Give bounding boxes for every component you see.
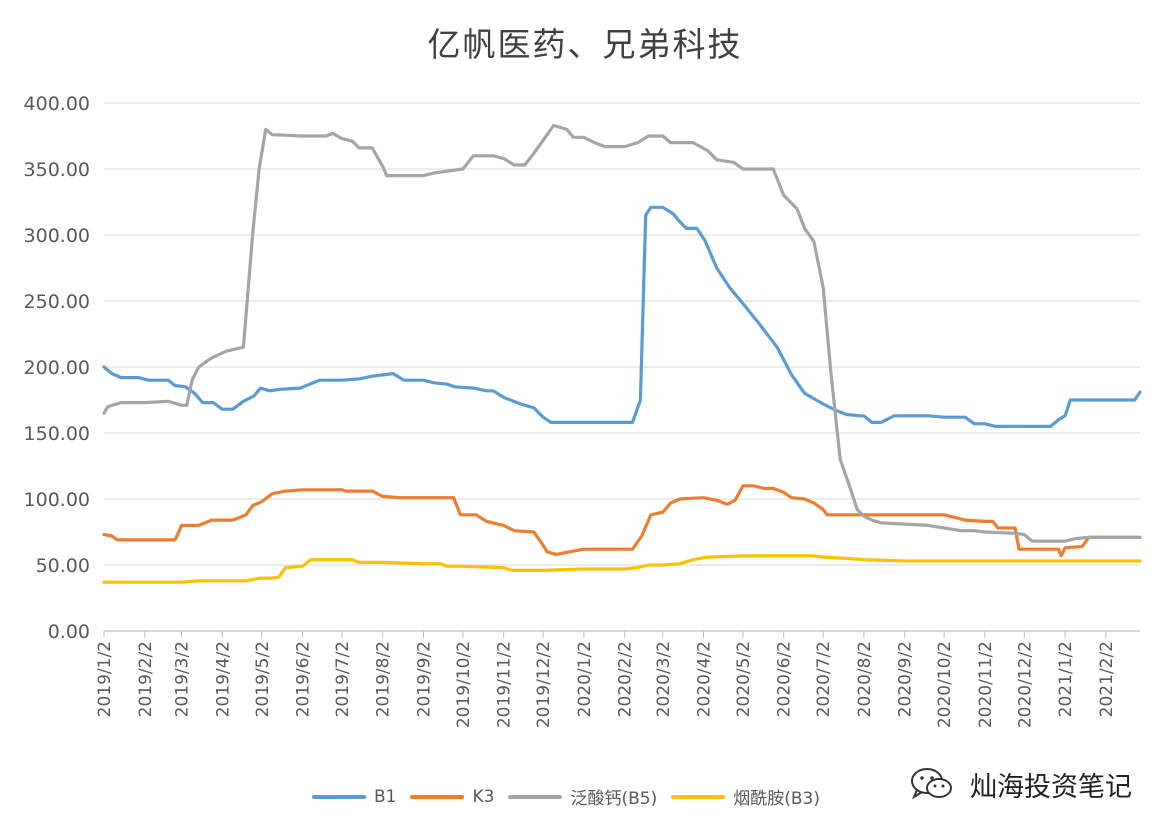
x-tick-label: 2019/11/2 (495, 641, 515, 728)
x-tick-label: 2019/6/2 (294, 641, 314, 717)
x-tick-label: 2019/10/2 (454, 641, 474, 728)
legend-item-b5: 泛酸钙(B5) (508, 784, 657, 809)
x-tick-label: 2021/1/2 (1056, 641, 1076, 717)
series-line-K3 (102, 484, 1142, 558)
legend-swatch (312, 794, 366, 799)
x-tick-label: 2019/5/2 (253, 641, 273, 717)
y-tick-label: 50.00 (36, 555, 90, 577)
series-lines (102, 123, 1142, 584)
x-tick-label: 2020/5/2 (734, 641, 754, 717)
axes: 0.00 50.00 100.00 150.00 200.00 250.00 300.00 3… (24, 93, 1140, 728)
series-line-泛酸钙(B5) (102, 123, 1142, 543)
legend-item-k3: K3 (410, 787, 494, 807)
x-tick-label: 2020/3/2 (654, 641, 674, 717)
y-tick-label: 300.00 (24, 225, 90, 247)
x-tick-label: 2019/12/2 (534, 641, 554, 728)
x-tick-label: 2020/11/2 (976, 641, 996, 728)
chart-title: 亿帆医药、兄弟科技 (427, 25, 743, 64)
legend-swatch (410, 794, 465, 799)
legend: B1 K3 泛酸钙(B5) 烟酰胺(B3) (312, 784, 834, 809)
x-tick-label: 2020/9/2 (896, 641, 916, 717)
x-tick-label: 2020/1/2 (575, 641, 595, 717)
legend-label: 泛酸钙(B5) (570, 789, 658, 809)
x-tick-label: 2019/1/2 (95, 641, 115, 717)
watermark: 灿海投资笔记 (908, 764, 1132, 804)
y-tick-label: 0.00 (48, 621, 90, 643)
y-tick-label: 350.00 (24, 159, 90, 181)
y-tick-label: 250.00 (24, 291, 90, 313)
gridlines (104, 102, 1140, 566)
x-tick-label: 2020/4/2 (695, 641, 715, 717)
x-tick-label: 2020/12/2 (1015, 641, 1035, 728)
x-tick-label: 2019/9/2 (414, 641, 434, 717)
series-line-B1 (102, 205, 1142, 428)
legend-label: 烟酰胺(B3) (733, 789, 820, 809)
x-tick-label: 2020/2/2 (616, 641, 636, 717)
legend-label: K3 (472, 786, 495, 807)
series-line-烟酰胺(B3) (102, 554, 1142, 584)
legend-swatch (508, 794, 563, 799)
x-tick-label: 2020/6/2 (775, 641, 795, 717)
legend-item-b1: B1 (312, 787, 396, 807)
x-tick-label: 2021/2/2 (1097, 641, 1117, 717)
y-tick-label: 100.00 (24, 489, 90, 511)
y-tick-label: 150.00 (24, 423, 90, 445)
y-tick-label: 200.00 (24, 357, 90, 379)
x-tick-label: 2020/10/2 (935, 641, 955, 728)
x-tick-label: 2019/2/2 (136, 641, 156, 717)
x-tick-label: 2019/8/2 (374, 641, 394, 717)
legend-swatch (671, 794, 726, 799)
x-tick-label: 2020/7/2 (814, 641, 834, 717)
x-tick-label: 2020/8/2 (855, 641, 875, 717)
x-tick-label: 2019/7/2 (333, 641, 353, 717)
wechat-icon (911, 768, 952, 800)
y-tick-label: 400.00 (24, 93, 90, 115)
legend-item-b3: 烟酰胺(B3) (671, 784, 820, 809)
x-tick-label: 2019/4/2 (213, 641, 233, 717)
watermark-text: 灿海投资笔记 (970, 771, 1132, 803)
x-tick-label: 2019/3/2 (173, 641, 193, 717)
legend-label: B1 (374, 786, 397, 807)
